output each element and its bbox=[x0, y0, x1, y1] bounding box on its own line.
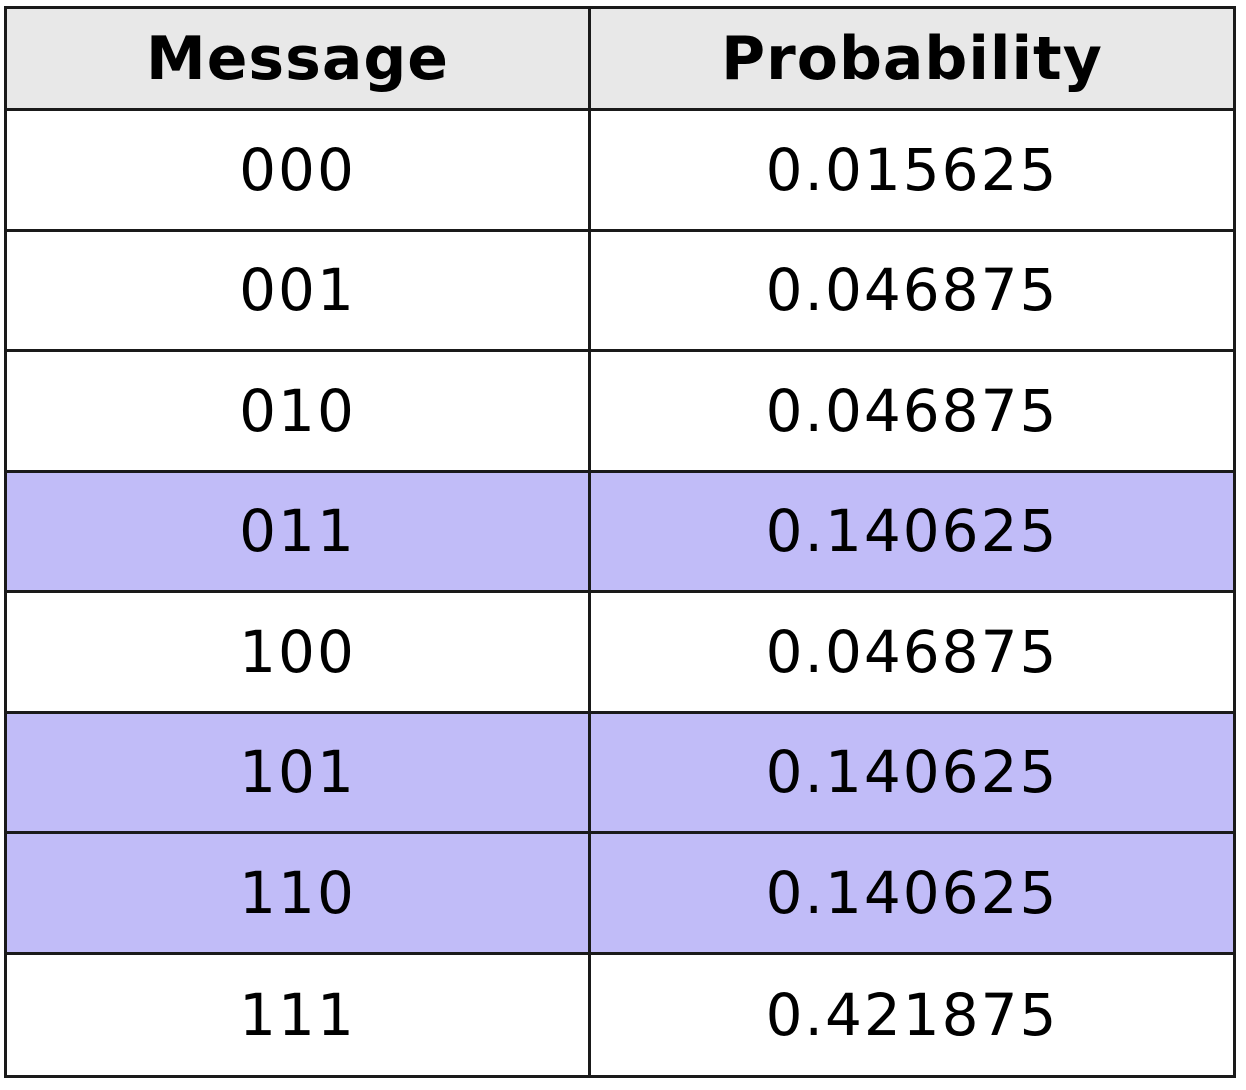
table-grid: Message Probability 000 0.015625 001 0.0468… bbox=[7, 9, 1233, 1075]
cell-message: 100 bbox=[7, 593, 591, 714]
cell-message: 011 bbox=[7, 472, 591, 593]
cell-probability: 0.046875 bbox=[591, 352, 1233, 473]
cell-probability: 0.140625 bbox=[591, 472, 1233, 593]
cell-probability: 0.015625 bbox=[591, 111, 1233, 232]
cell-message: 010 bbox=[7, 352, 591, 473]
cell-probability: 0.140625 bbox=[591, 713, 1233, 834]
cell-message: 110 bbox=[7, 834, 591, 955]
cell-message: 111 bbox=[7, 954, 591, 1075]
cell-probability: 0.140625 bbox=[591, 834, 1233, 955]
cell-message: 001 bbox=[7, 231, 591, 352]
probability-table: Message Probability 000 0.015625 001 0.0468… bbox=[4, 6, 1236, 1078]
cell-message: 000 bbox=[7, 111, 591, 232]
cell-probability: 0.421875 bbox=[591, 954, 1233, 1075]
cell-probability: 0.046875 bbox=[591, 231, 1233, 352]
header-message: Message bbox=[7, 9, 591, 111]
cell-probability: 0.046875 bbox=[591, 593, 1233, 714]
header-probability: Probability bbox=[591, 9, 1233, 111]
cell-message: 101 bbox=[7, 713, 591, 834]
